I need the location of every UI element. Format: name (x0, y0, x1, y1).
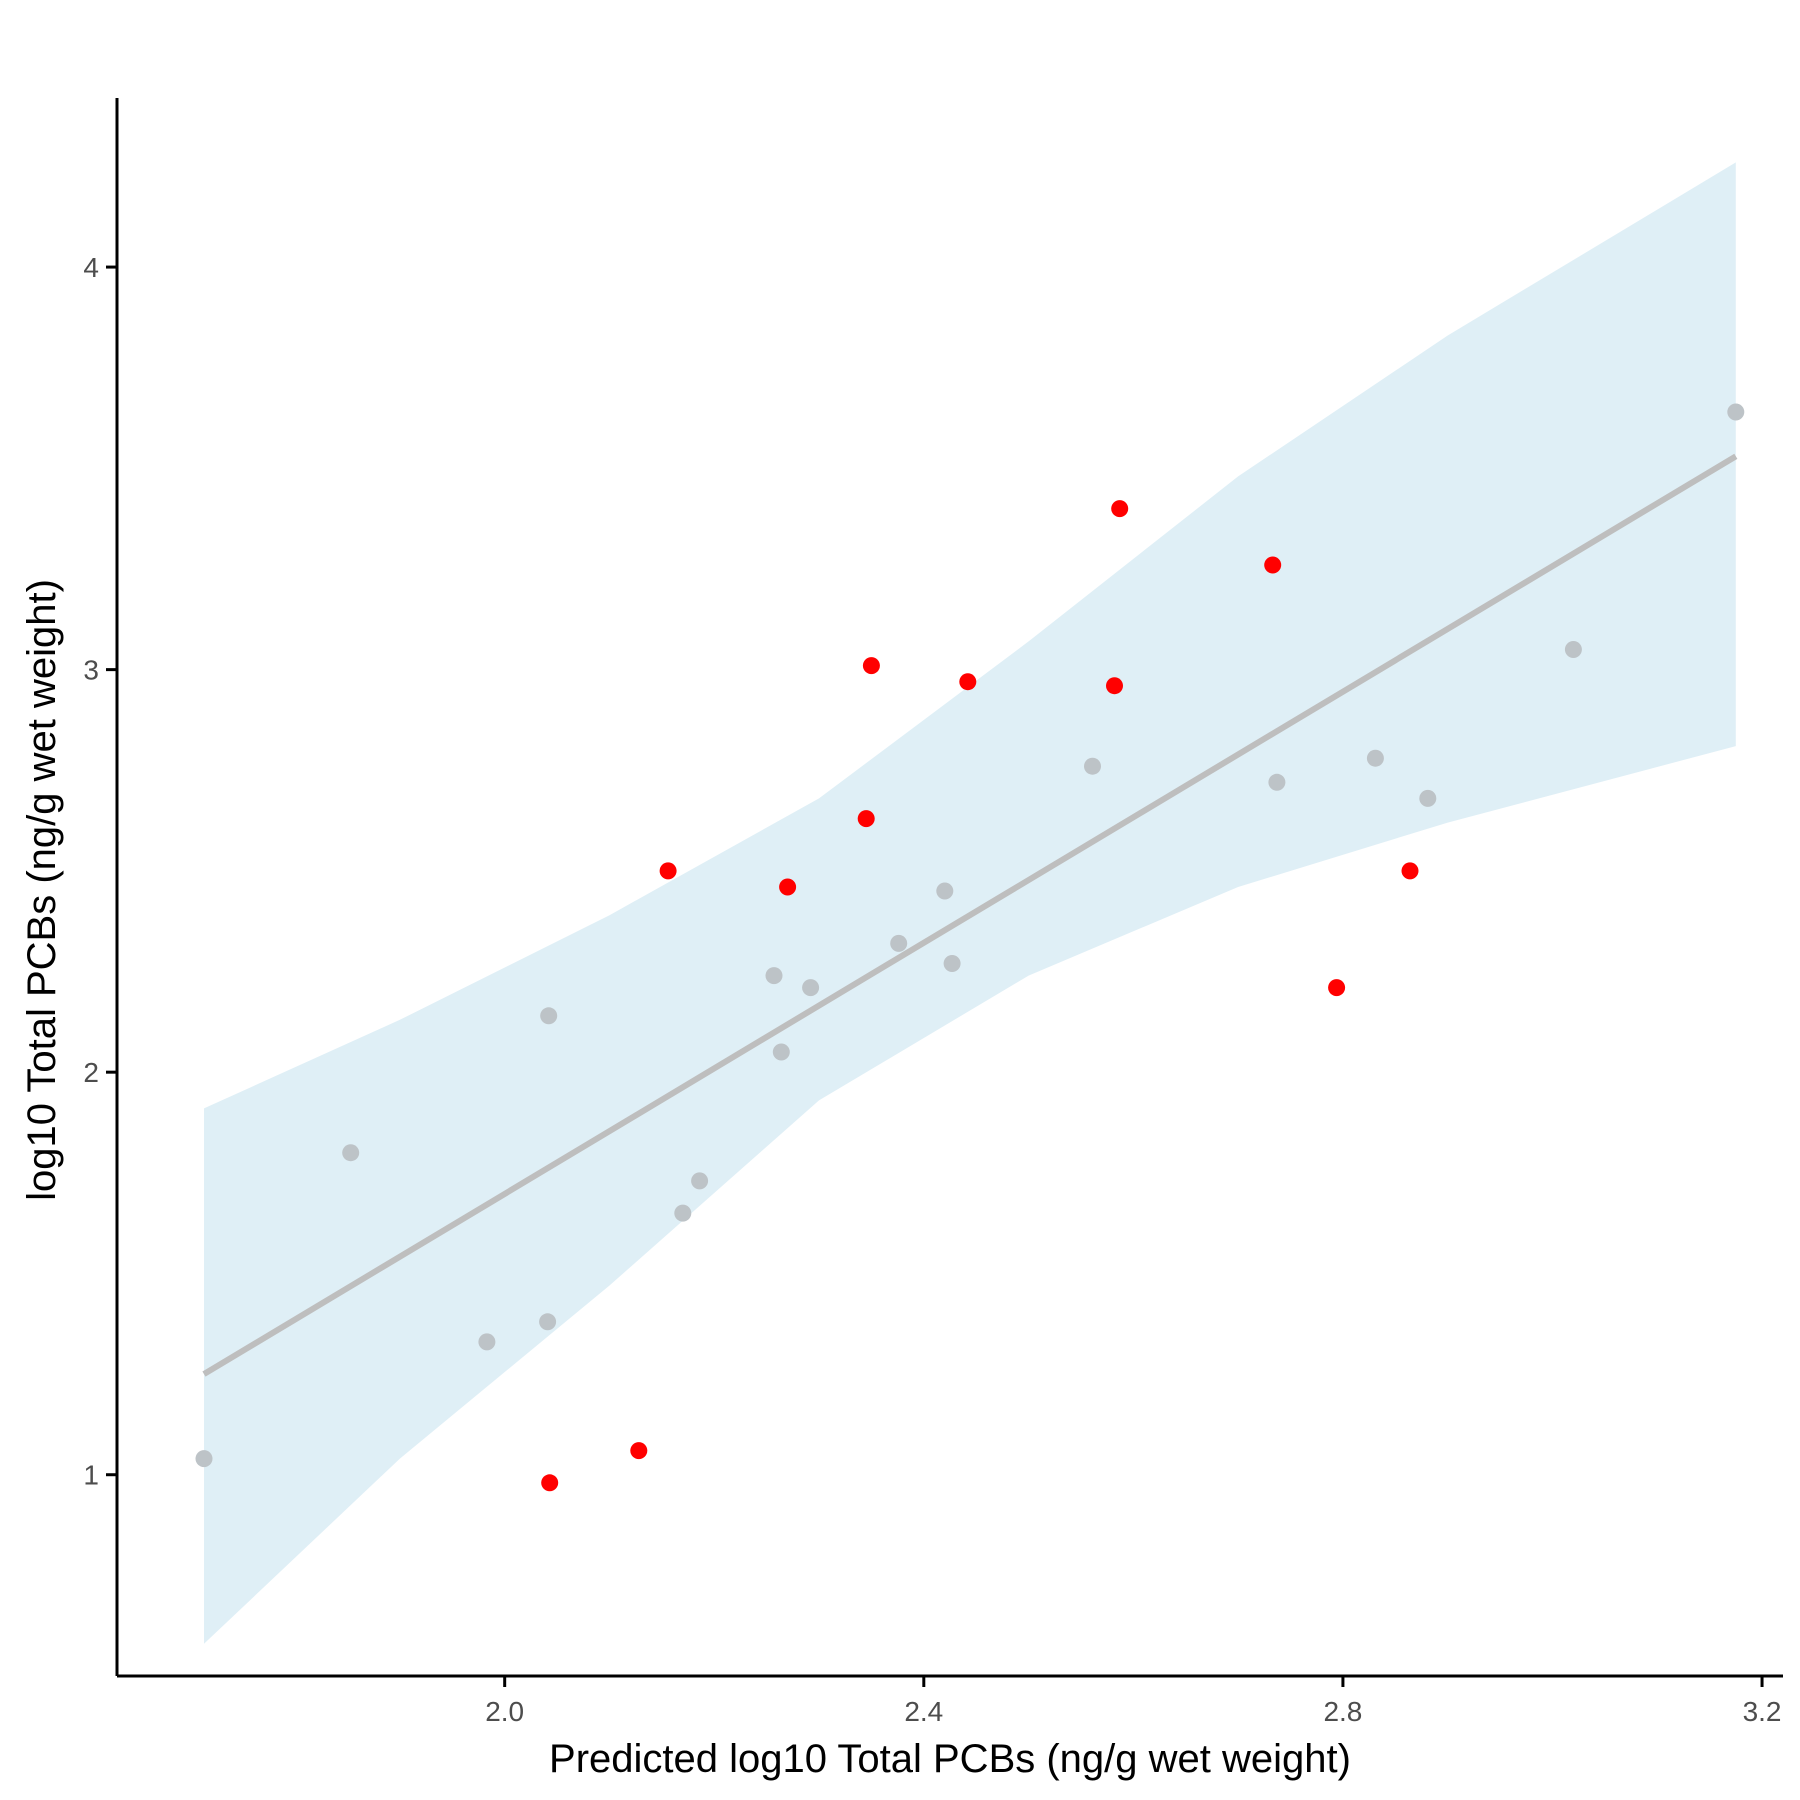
data-point-s0-8 (772, 1043, 790, 1061)
data-point-s0-7 (765, 967, 783, 985)
data-point-s0-3 (540, 1007, 558, 1025)
y-tick-label: 4 (83, 252, 99, 283)
data-point-s0-2 (478, 1333, 496, 1351)
ticks-layer: 2.0 2.4 2.8 3.2 1 2 3 4 (83, 252, 1781, 1727)
data-point-s1-6 (959, 673, 977, 691)
data-point-s1-2 (659, 862, 677, 880)
y-axis-title: log10 Total PCBs (ng/g wet weight) (20, 579, 64, 1201)
fit-line (202, 453, 1738, 1377)
x-tick-label: 2.4 (904, 1696, 943, 1727)
data-point-s0-1 (342, 1144, 360, 1162)
confidence-band-layer (204, 162, 1736, 1644)
points-layer (195, 403, 1745, 1492)
data-point-s1-7 (1111, 500, 1129, 518)
data-point-s0-16 (1419, 789, 1437, 807)
y-tick-label: 1 (83, 1460, 99, 1491)
data-point-s0-9 (802, 979, 820, 997)
data-point-s0-6 (691, 1172, 709, 1190)
x-tick-label: 2.8 (1323, 1696, 1362, 1727)
data-point-s1-3 (779, 878, 797, 896)
data-point-s1-1 (630, 1442, 648, 1460)
data-point-s0-18 (1727, 403, 1745, 421)
confidence-band (204, 162, 1736, 1644)
data-point-s0-4 (539, 1313, 557, 1331)
data-point-s0-17 (1564, 641, 1582, 658)
fit-line-layer (202, 453, 1738, 1377)
data-point-s0-11 (936, 882, 954, 900)
data-point-s1-5 (862, 657, 880, 675)
data-point-s0-5 (674, 1204, 692, 1222)
data-point-s0-14 (1268, 773, 1286, 791)
data-point-s1-8 (1106, 677, 1123, 695)
x-tick-label: 3.2 (1743, 1696, 1782, 1727)
data-point-s1-11 (1401, 862, 1419, 880)
data-point-s0-10 (890, 934, 908, 952)
x-axis-title: Predicted log10 Total PCBs (ng/g wet wei… (549, 1737, 1351, 1781)
axes-layer (115, 98, 1783, 1678)
data-point-s1-4 (857, 810, 875, 828)
y-tick-label: 3 (83, 655, 99, 686)
data-point-s1-9 (1264, 556, 1282, 574)
data-point-s0-12 (943, 955, 961, 972)
x-tick-label: 2.0 (485, 1696, 524, 1727)
data-point-s1-10 (1328, 979, 1346, 997)
data-point-s0-13 (1084, 757, 1101, 775)
data-point-s1-0 (541, 1474, 559, 1492)
data-point-s0-0 (195, 1450, 213, 1468)
y-tick-label: 2 (83, 1057, 99, 1088)
data-point-s0-15 (1366, 749, 1384, 767)
